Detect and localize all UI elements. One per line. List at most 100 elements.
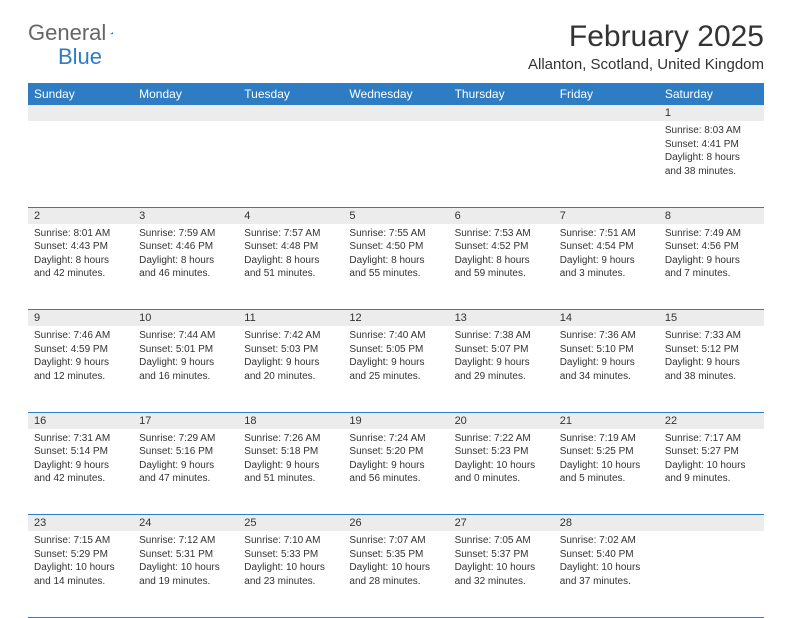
day-number [238,105,343,121]
day-number: 14 [554,310,659,327]
day-number: 22 [659,412,764,429]
day-info: Sunrise: 7:31 AMSunset: 5:14 PMDaylight:… [34,432,127,486]
day-info: Sunrise: 7:10 AMSunset: 5:33 PMDaylight:… [244,534,337,588]
calendar-table: SundayMondayTuesdayWednesdayThursdayFrid… [28,83,764,618]
week-row: Sunrise: 7:31 AMSunset: 5:14 PMDaylight:… [28,429,764,515]
day-number-row: 9101112131415 [28,310,764,327]
day-info: Sunrise: 7:15 AMSunset: 5:29 PMDaylight:… [34,534,127,588]
day-number: 27 [449,515,554,532]
day-number: 18 [238,412,343,429]
day-number: 8 [659,207,764,224]
day-cell: Sunrise: 7:05 AMSunset: 5:37 PMDaylight:… [449,531,554,617]
day-cell: Sunrise: 7:31 AMSunset: 5:14 PMDaylight:… [28,429,133,515]
day-info: Sunrise: 8:03 AMSunset: 4:41 PMDaylight:… [665,124,758,178]
day-info: Sunrise: 7:59 AMSunset: 4:46 PMDaylight:… [139,227,232,281]
day-header-row: SundayMondayTuesdayWednesdayThursdayFrid… [28,83,764,105]
day-cell [554,121,659,207]
day-number-row: 1 [28,105,764,121]
day-info: Sunrise: 7:33 AMSunset: 5:12 PMDaylight:… [665,329,758,383]
day-number: 7 [554,207,659,224]
day-number: 28 [554,515,659,532]
day-cell [28,121,133,207]
day-cell: Sunrise: 7:44 AMSunset: 5:01 PMDaylight:… [133,326,238,412]
day-cell [133,121,238,207]
day-number: 17 [133,412,238,429]
day-info: Sunrise: 8:01 AMSunset: 4:43 PMDaylight:… [34,227,127,281]
day-info: Sunrise: 7:51 AMSunset: 4:54 PMDaylight:… [560,227,653,281]
logo-text-blue: Blue [58,44,102,70]
day-header: Wednesday [343,83,448,105]
day-cell: Sunrise: 7:19 AMSunset: 5:25 PMDaylight:… [554,429,659,515]
day-header: Friday [554,83,659,105]
day-info: Sunrise: 7:49 AMSunset: 4:56 PMDaylight:… [665,227,758,281]
day-number-row: 16171819202122 [28,412,764,429]
day-number-row: 232425262728 [28,515,764,532]
day-cell: Sunrise: 7:29 AMSunset: 5:16 PMDaylight:… [133,429,238,515]
day-info: Sunrise: 7:05 AMSunset: 5:37 PMDaylight:… [455,534,548,588]
day-number [449,105,554,121]
day-info: Sunrise: 7:55 AMSunset: 4:50 PMDaylight:… [349,227,442,281]
day-number: 25 [238,515,343,532]
day-number: 23 [28,515,133,532]
day-number: 20 [449,412,554,429]
day-header: Sunday [28,83,133,105]
day-number: 11 [238,310,343,327]
day-number: 2 [28,207,133,224]
day-number: 3 [133,207,238,224]
header: General February 2025 Allanton, Scotland… [28,20,764,73]
day-cell: Sunrise: 7:36 AMSunset: 5:10 PMDaylight:… [554,326,659,412]
day-cell [449,121,554,207]
week-row: Sunrise: 7:46 AMSunset: 4:59 PMDaylight:… [28,326,764,412]
day-info: Sunrise: 7:17 AMSunset: 5:27 PMDaylight:… [665,432,758,486]
location: Allanton, Scotland, United Kingdom [528,56,764,73]
day-number: 6 [449,207,554,224]
day-number: 15 [659,310,764,327]
day-cell: Sunrise: 7:24 AMSunset: 5:20 PMDaylight:… [343,429,448,515]
day-cell: Sunrise: 8:03 AMSunset: 4:41 PMDaylight:… [659,121,764,207]
day-cell: Sunrise: 7:46 AMSunset: 4:59 PMDaylight:… [28,326,133,412]
day-info: Sunrise: 7:22 AMSunset: 5:23 PMDaylight:… [455,432,548,486]
day-cell: Sunrise: 7:53 AMSunset: 4:52 PMDaylight:… [449,224,554,310]
day-number [133,105,238,121]
day-header: Tuesday [238,83,343,105]
day-info: Sunrise: 7:40 AMSunset: 5:05 PMDaylight:… [349,329,442,383]
day-header: Saturday [659,83,764,105]
week-row: Sunrise: 7:15 AMSunset: 5:29 PMDaylight:… [28,531,764,617]
day-number: 10 [133,310,238,327]
day-cell: Sunrise: 7:15 AMSunset: 5:29 PMDaylight:… [28,531,133,617]
day-info: Sunrise: 7:26 AMSunset: 5:18 PMDaylight:… [244,432,337,486]
day-info: Sunrise: 7:53 AMSunset: 4:52 PMDaylight:… [455,227,548,281]
day-number [554,105,659,121]
day-number: 16 [28,412,133,429]
day-cell: Sunrise: 7:10 AMSunset: 5:33 PMDaylight:… [238,531,343,617]
day-cell: Sunrise: 7:55 AMSunset: 4:50 PMDaylight:… [343,224,448,310]
day-header: Monday [133,83,238,105]
day-cell: Sunrise: 7:42 AMSunset: 5:03 PMDaylight:… [238,326,343,412]
day-cell: Sunrise: 7:12 AMSunset: 5:31 PMDaylight:… [133,531,238,617]
day-info: Sunrise: 7:46 AMSunset: 4:59 PMDaylight:… [34,329,127,383]
day-cell: Sunrise: 7:22 AMSunset: 5:23 PMDaylight:… [449,429,554,515]
day-info: Sunrise: 7:57 AMSunset: 4:48 PMDaylight:… [244,227,337,281]
day-cell: Sunrise: 7:33 AMSunset: 5:12 PMDaylight:… [659,326,764,412]
day-info: Sunrise: 7:19 AMSunset: 5:25 PMDaylight:… [560,432,653,486]
day-cell: Sunrise: 7:59 AMSunset: 4:46 PMDaylight:… [133,224,238,310]
day-number: 19 [343,412,448,429]
day-cell: Sunrise: 8:01 AMSunset: 4:43 PMDaylight:… [28,224,133,310]
day-cell [659,531,764,617]
day-cell [238,121,343,207]
week-row: Sunrise: 8:01 AMSunset: 4:43 PMDaylight:… [28,224,764,310]
day-cell: Sunrise: 7:02 AMSunset: 5:40 PMDaylight:… [554,531,659,617]
day-number: 21 [554,412,659,429]
day-cell: Sunrise: 7:26 AMSunset: 5:18 PMDaylight:… [238,429,343,515]
day-number: 9 [28,310,133,327]
day-info: Sunrise: 7:29 AMSunset: 5:16 PMDaylight:… [139,432,232,486]
day-cell: Sunrise: 7:38 AMSunset: 5:07 PMDaylight:… [449,326,554,412]
logo-text-general: General [28,20,106,46]
day-info: Sunrise: 7:36 AMSunset: 5:10 PMDaylight:… [560,329,653,383]
day-number [28,105,133,121]
day-number: 13 [449,310,554,327]
month-title: February 2025 [528,20,764,54]
day-number: 5 [343,207,448,224]
day-cell: Sunrise: 7:57 AMSunset: 4:48 PMDaylight:… [238,224,343,310]
day-cell: Sunrise: 7:51 AMSunset: 4:54 PMDaylight:… [554,224,659,310]
